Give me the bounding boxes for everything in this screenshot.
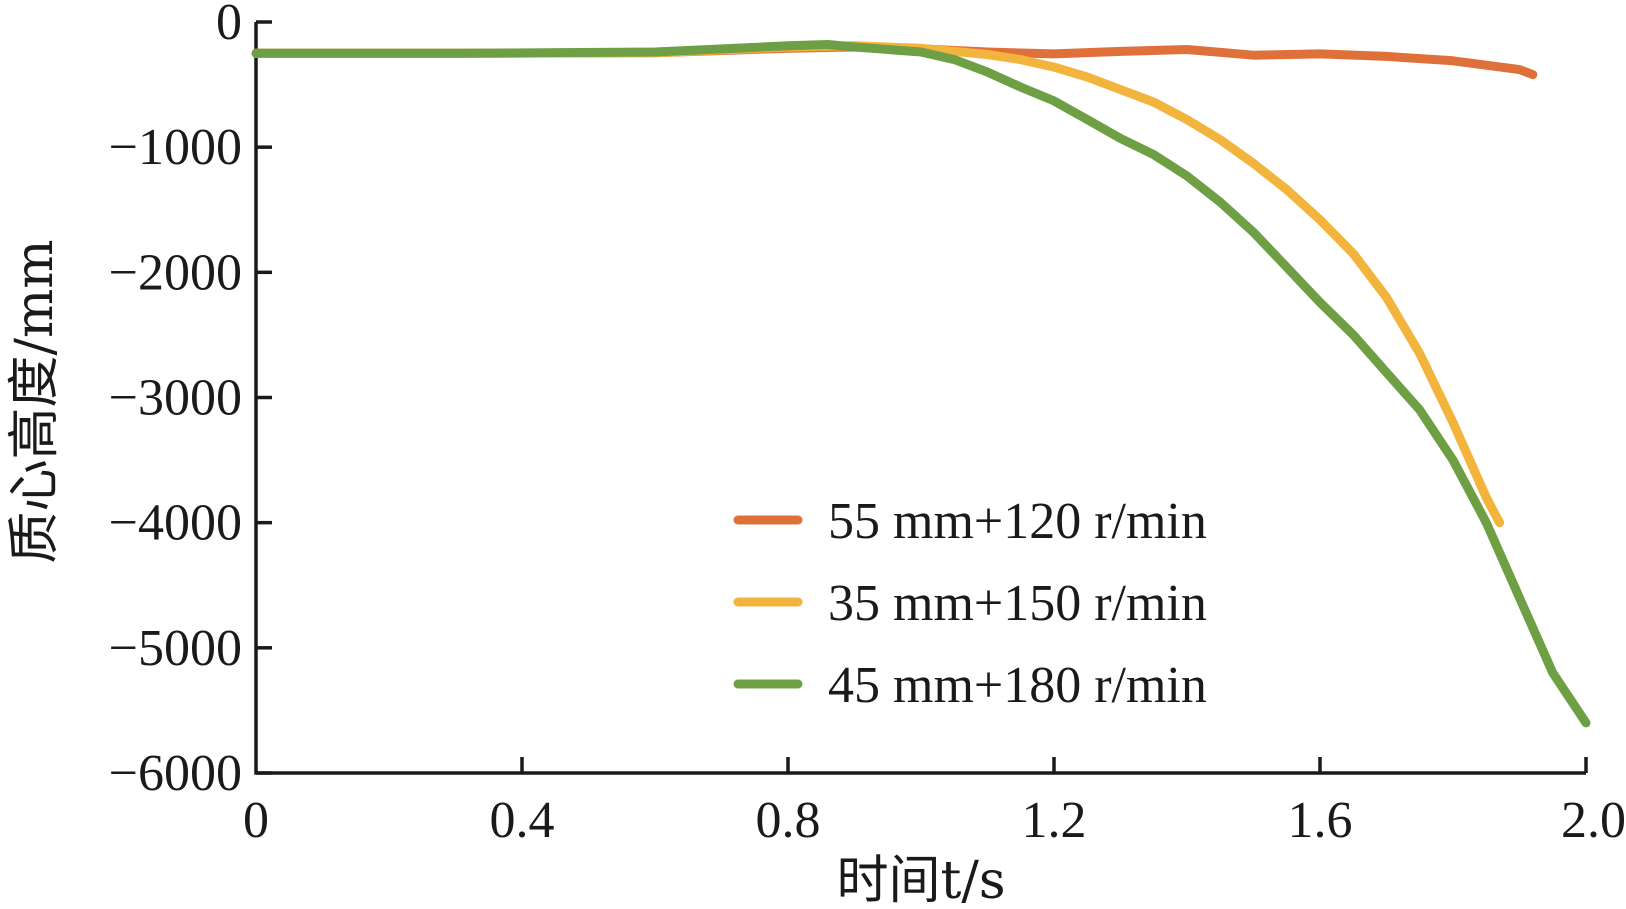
chart-axis-labels: 时间t/s 质心高度/mm: [5, 239, 1006, 909]
y-tick-label: −3000: [109, 370, 242, 427]
legend-label: 45 mm+180 r/min: [828, 657, 1207, 714]
chart-legend: 55 mm+120 r/min 35 mm+150 r/min 45 mm+180 …: [733, 493, 1207, 714]
y-tick-label: −6000: [109, 745, 242, 802]
y-tick-label: −4000: [109, 495, 242, 552]
y-tick-label: −5000: [109, 620, 242, 677]
x-tick-label: 0.8: [756, 792, 821, 849]
x-tick-label: 0.4: [490, 792, 555, 849]
y-tick-label: 0: [216, 0, 242, 51]
x-tick-label: 2.0: [1561, 792, 1626, 849]
legend-label: 55 mm+120 r/min: [828, 493, 1207, 550]
series-line-2: [251, 41, 1505, 528]
y-tick-label: −2000: [109, 244, 242, 301]
x-tick-label: 1.2: [1022, 792, 1087, 849]
chart-series: [251, 40, 1591, 728]
legend-label: 35 mm+150 r/min: [828, 575, 1207, 632]
series-line-3: [251, 40, 1591, 728]
x-axis-label: 时间t/s: [836, 851, 1005, 909]
y-tick-label: −1000: [109, 119, 242, 176]
y-axis-label: 质心高度/mm: [5, 239, 65, 563]
x-tick-label: 1.6: [1288, 792, 1353, 849]
x-tick-label: 0: [243, 792, 269, 849]
